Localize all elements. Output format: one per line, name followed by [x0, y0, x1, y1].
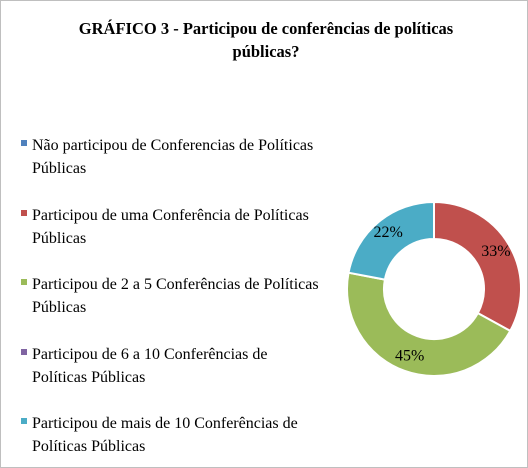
legend-swatch	[21, 418, 27, 424]
legend-label: Participou de 2 a 5 Conferências de Polí…	[32, 276, 319, 316]
data-label: 33%	[481, 243, 510, 260]
chart-title: GRÁFICO 3 - Participou de conferências d…	[78, 19, 454, 61]
donut-slice	[433, 200, 522, 333]
donut-slice	[347, 200, 435, 281]
data-label: 22%	[373, 224, 402, 241]
legend-label: Participou de mais de 10 Conferências de…	[32, 415, 298, 455]
legend-label: Participou de 6 a 10 Conferências de Pol…	[32, 345, 268, 386]
data-label: 45%	[395, 347, 424, 364]
legend-swatch	[21, 209, 27, 216]
legend-swatch	[21, 279, 27, 285]
donut-slice	[346, 271, 512, 377]
legend-label: Não participou de Conferencias de Políti…	[32, 137, 314, 177]
legend-swatch	[21, 140, 27, 146]
legend-swatch	[21, 348, 27, 355]
legend-label: Participou de uma Conferência de Polític…	[32, 206, 309, 247]
